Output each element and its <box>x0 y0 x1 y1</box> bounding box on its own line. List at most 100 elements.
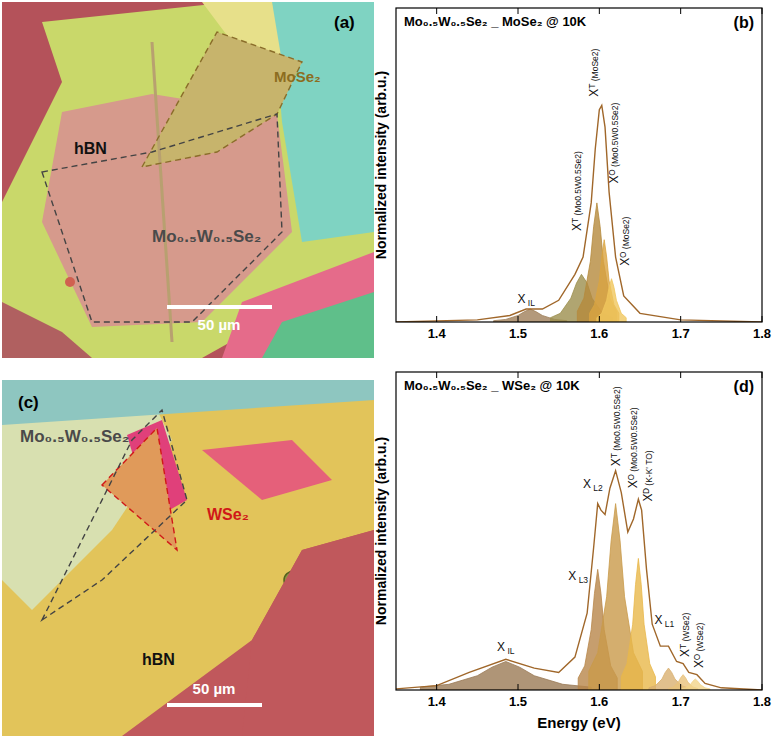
spectrum-line <box>396 471 762 690</box>
x-tick-label: 1.6 <box>590 326 608 341</box>
x-tick-label: 1.7 <box>672 694 690 709</box>
peak-label-sub: IL <box>505 646 515 656</box>
peak-label: Xᴼ (WSe2) <box>692 623 706 668</box>
x-tick-label: 1.5 <box>509 694 527 709</box>
peak-label-sub: (MoSe2) <box>621 216 631 251</box>
frame <box>396 8 762 322</box>
panel-letter: (c) <box>18 393 39 412</box>
micrograph <box>2 2 374 358</box>
peak-label-sub: L1 <box>662 619 674 629</box>
material-label: MoSe₂ <box>274 68 321 85</box>
peak-label-main: X <box>654 613 662 627</box>
y-axis-title: Normalized intensity (arb.u.) <box>373 71 389 259</box>
peak-label-main: Xᵀ <box>570 218 584 231</box>
peak-area <box>621 558 655 690</box>
peak-label: Xᵀ (WSe2) <box>678 613 692 658</box>
x-tick <box>518 316 519 322</box>
panel-letter: (d) <box>734 378 754 395</box>
fold-line <box>152 42 172 342</box>
panel-letter: (b) <box>734 14 754 31</box>
material-label: Mo₀.₅W₀.₅Se₂ <box>152 227 261 246</box>
peak-label-main: Xᴰ <box>641 487 655 501</box>
scale-bar <box>167 703 262 707</box>
y-axis-title: Normalized intensity (arb.u.) <box>373 437 389 625</box>
spectrum-line <box>396 105 762 322</box>
flake-outline <box>42 114 282 322</box>
peak-label: Xᴼ (Mo0.5W0.5Se2) <box>626 407 640 488</box>
scale-bar-label: 50 µm <box>193 680 236 697</box>
peak-label-main: X <box>497 640 505 654</box>
panel-letter: (a) <box>334 13 355 32</box>
peak-label-sub: (K-K' TO) <box>644 450 654 488</box>
micrograph-labels: MoSe₂hBNMo₀.₅W₀.₅Se₂(a)50 µm <box>74 13 355 333</box>
chart-title: Mo₀.₅W₀.₅Se₂ _ WSe₂ @ 10K <box>404 378 580 393</box>
flake <box>202 440 332 500</box>
material-label: WSe₂ <box>207 506 249 523</box>
material-label: hBN <box>142 651 175 668</box>
flake <box>2 2 374 358</box>
peak-labels: X ILX L3X L2Xᵀ (Mo0.5W0.5Se2)Xᴼ (Mo0.5W0… <box>497 386 705 668</box>
micrograph-labels: Mo₀.₅W₀.₅Se₂ WSe₂ hBN (c) 50 µm <box>18 393 262 705</box>
peak-label-sub: L3 <box>576 575 588 585</box>
material-label: Mo₀.₅W₀.₅Se₂ <box>20 427 129 446</box>
x-tick <box>599 8 600 14</box>
peak-label-sub: (WSe2) <box>681 613 691 644</box>
x-tick <box>680 8 681 14</box>
x-tick <box>762 316 763 322</box>
x-tick <box>599 372 600 378</box>
peak-label-sub: (Mo0.5W0.5Se2) <box>629 407 639 474</box>
x-tick <box>680 316 681 322</box>
peak-label: Xᴰ (K-K' TO) <box>641 450 655 501</box>
peak-label-main: Xᴼ <box>618 252 632 266</box>
peak-label-sub: (WSe2) <box>695 623 705 654</box>
x-tick <box>762 684 763 690</box>
peak-label-main: X <box>583 477 591 491</box>
peak-label: X L3 <box>568 569 588 585</box>
x-tick-label: 1.4 <box>428 326 447 341</box>
flake <box>2 380 374 736</box>
peak-label: X IL <box>497 640 515 656</box>
flake <box>2 2 374 358</box>
peak-label-sub: (Mo0.5W0.5Se2) <box>612 386 622 453</box>
peak-label-main: Xᵀ <box>609 453 623 466</box>
x-tick <box>680 372 681 378</box>
x-tick-label: 1.8 <box>753 326 771 341</box>
peak-label-main: Xᵀ <box>587 84 601 97</box>
peak-label-main: Xᵀ <box>678 644 692 657</box>
peak-label: Xᴼ (MoSe2) <box>618 216 632 265</box>
x-tick <box>518 684 519 690</box>
frame <box>396 372 762 690</box>
x-axis-title: Energy (eV) <box>537 714 620 731</box>
x-tick <box>680 684 681 690</box>
peak-labels: X ILXᵀ (Mo0.5W0.5Se2)Xᵀ (MoSe2)Xᴼ (Mo0.5… <box>517 48 632 307</box>
scale-bar-label: 50 µm <box>198 316 241 333</box>
peak-label: X IL <box>517 292 535 308</box>
peak-label-main: Xᴼ <box>626 474 640 488</box>
x-tick <box>762 372 763 378</box>
peak-label: Xᵀ (Mo0.5W0.5Se2) <box>609 386 623 466</box>
peak-label: X L2 <box>583 477 603 493</box>
x-tick-label: 1.7 <box>672 326 690 341</box>
x-tick <box>762 8 763 14</box>
flake-outline <box>102 428 177 550</box>
x-tick <box>599 316 600 322</box>
x-tick <box>436 316 437 322</box>
peak-label: Xᵀ (Mo0.5W0.5Se2) <box>570 151 584 231</box>
particle <box>65 277 75 287</box>
x-tick-label: 1.8 <box>753 694 771 709</box>
x-tick <box>436 684 437 690</box>
x-tick-label: 1.5 <box>509 326 527 341</box>
peak-label-sub: IL <box>525 298 535 308</box>
micrograph <box>2 380 374 736</box>
peak-label-sub: L2 <box>591 483 603 493</box>
plot <box>396 471 762 690</box>
x-tick-label: 1.4 <box>428 694 447 709</box>
figure: MoSe₂hBNMo₀.₅W₀.₅Se₂(a)50 µmMo₀.₅W₀.₅Se₂… <box>0 0 779 738</box>
flake <box>102 428 177 550</box>
peak-label-sub: (MoSe2) <box>590 48 600 83</box>
flake <box>2 380 374 425</box>
x-tick <box>599 684 600 690</box>
peak-area <box>681 679 710 690</box>
peak-label-main: Xᴼ <box>607 169 621 183</box>
peak-label-sub: (Mo0.5W0.5Se2) <box>610 102 620 169</box>
